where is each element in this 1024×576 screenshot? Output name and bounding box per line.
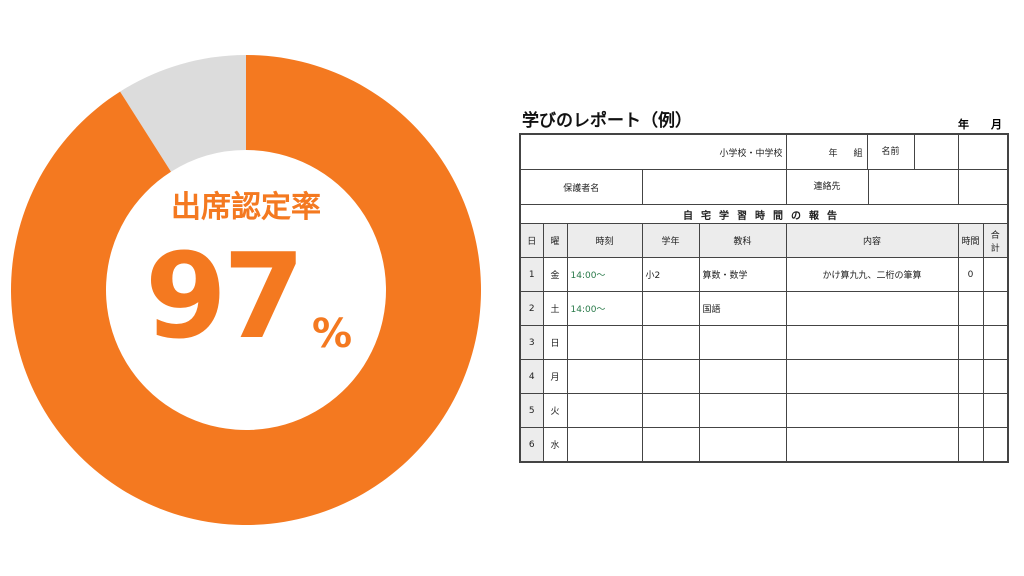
- weekday-cell: 土: [542, 291, 568, 326]
- subject-cell[interactable]: [698, 325, 787, 360]
- guardian-field[interactable]: [641, 169, 787, 205]
- subject-cell[interactable]: [698, 427, 787, 463]
- class-label: 組: [853, 148, 863, 159]
- column-header: 教科: [698, 223, 787, 258]
- weekday-cell: 月: [542, 359, 568, 394]
- day-cell: 2: [519, 291, 544, 326]
- total-cell[interactable]: [982, 359, 1009, 394]
- name-field-extra[interactable]: [957, 133, 1009, 170]
- attendance-rate-value: 97: [144, 227, 305, 365]
- content-cell[interactable]: [785, 427, 959, 463]
- content-cell[interactable]: [785, 393, 959, 428]
- time-cell[interactable]: [566, 427, 643, 463]
- weekday-cell: 水: [542, 427, 568, 463]
- hours-cell[interactable]: 0: [957, 257, 984, 292]
- content-cell[interactable]: [785, 359, 959, 394]
- content-cell[interactable]: [785, 291, 959, 326]
- report-table: 小学校・中学校 年組 名前 保護者名 連絡先 自宅学習時間の報告 日曜時刻 学年教…: [519, 133, 1009, 463]
- report-title: 学びのレポート（例）: [522, 111, 692, 131]
- subject-cell[interactable]: 算数・数学: [698, 257, 787, 292]
- hours-cell[interactable]: [957, 427, 984, 463]
- day-cell: 6: [519, 427, 544, 463]
- attendance-rate-label: 出席認定率: [171, 190, 321, 225]
- grade-cell[interactable]: [641, 427, 700, 463]
- weekday-cell: 日: [542, 325, 568, 360]
- hours-cell[interactable]: [957, 359, 984, 394]
- hours-cell[interactable]: [957, 393, 984, 428]
- weekday-cell: 金: [542, 257, 568, 292]
- total-cell[interactable]: [982, 393, 1009, 428]
- month-label: 月: [991, 118, 1002, 131]
- table-row: 1 金 14:00〜 小2 算数・数学 かけ算九九、二桁の筆算 0: [519, 257, 1009, 292]
- content-cell[interactable]: [785, 325, 959, 360]
- time-cell[interactable]: [566, 359, 643, 394]
- contact-label: 連絡先: [787, 170, 869, 204]
- contact-field[interactable]: [869, 170, 958, 204]
- time-cell[interactable]: 14:00〜: [566, 257, 643, 292]
- grade-cell[interactable]: [641, 325, 700, 360]
- day-cell: 4: [519, 359, 544, 394]
- column-header: 時刻: [566, 223, 643, 258]
- table-row: 2 土 14:00〜 国語: [519, 291, 1009, 326]
- grade-cell[interactable]: [641, 291, 700, 326]
- day-cell: 5: [519, 393, 544, 428]
- attendance-donut-chart: [10, 55, 482, 525]
- donut-filled-segment: [10, 55, 482, 525]
- column-header: 時間: [957, 223, 984, 258]
- column-header: 曜: [542, 223, 568, 258]
- school-label: 小学校・中学校: [519, 133, 787, 170]
- hours-cell[interactable]: [957, 325, 984, 360]
- grade-label: 年: [828, 148, 838, 159]
- grade-cell[interactable]: 小2: [641, 257, 700, 292]
- attendance-rate-unit: %: [312, 311, 353, 357]
- total-cell[interactable]: [982, 257, 1009, 292]
- section-title: 自宅学習時間の報告: [519, 204, 1009, 224]
- donut-remaining-segment: [120, 55, 246, 172]
- time-cell[interactable]: [566, 393, 643, 428]
- weekday-cell: 火: [542, 393, 568, 428]
- grade-cell[interactable]: [641, 359, 700, 394]
- total-cell[interactable]: [982, 325, 1009, 360]
- day-cell: 1: [519, 257, 544, 292]
- time-cell[interactable]: [566, 325, 643, 360]
- day-cell: 3: [519, 325, 544, 360]
- column-header: 学年: [641, 223, 700, 258]
- guardian-label: 保護者名: [519, 169, 643, 205]
- time-cell[interactable]: 14:00〜: [566, 291, 643, 326]
- subject-cell[interactable]: [698, 359, 787, 394]
- name-label: 名前: [868, 135, 915, 169]
- column-header: 日: [519, 223, 544, 258]
- year-label: 年: [958, 118, 969, 131]
- subject-cell[interactable]: [698, 393, 787, 428]
- grade-cell[interactable]: [641, 393, 700, 428]
- total-cell[interactable]: [982, 291, 1009, 326]
- content-cell[interactable]: かけ算九九、二桁の筆算: [785, 257, 959, 292]
- hours-cell[interactable]: [957, 291, 984, 326]
- column-header: 内容: [785, 223, 959, 258]
- subject-cell[interactable]: 国語: [698, 291, 787, 326]
- column-header: 合計: [982, 223, 1009, 258]
- total-cell[interactable]: [982, 427, 1009, 463]
- year-month: 年月: [936, 116, 1002, 132]
